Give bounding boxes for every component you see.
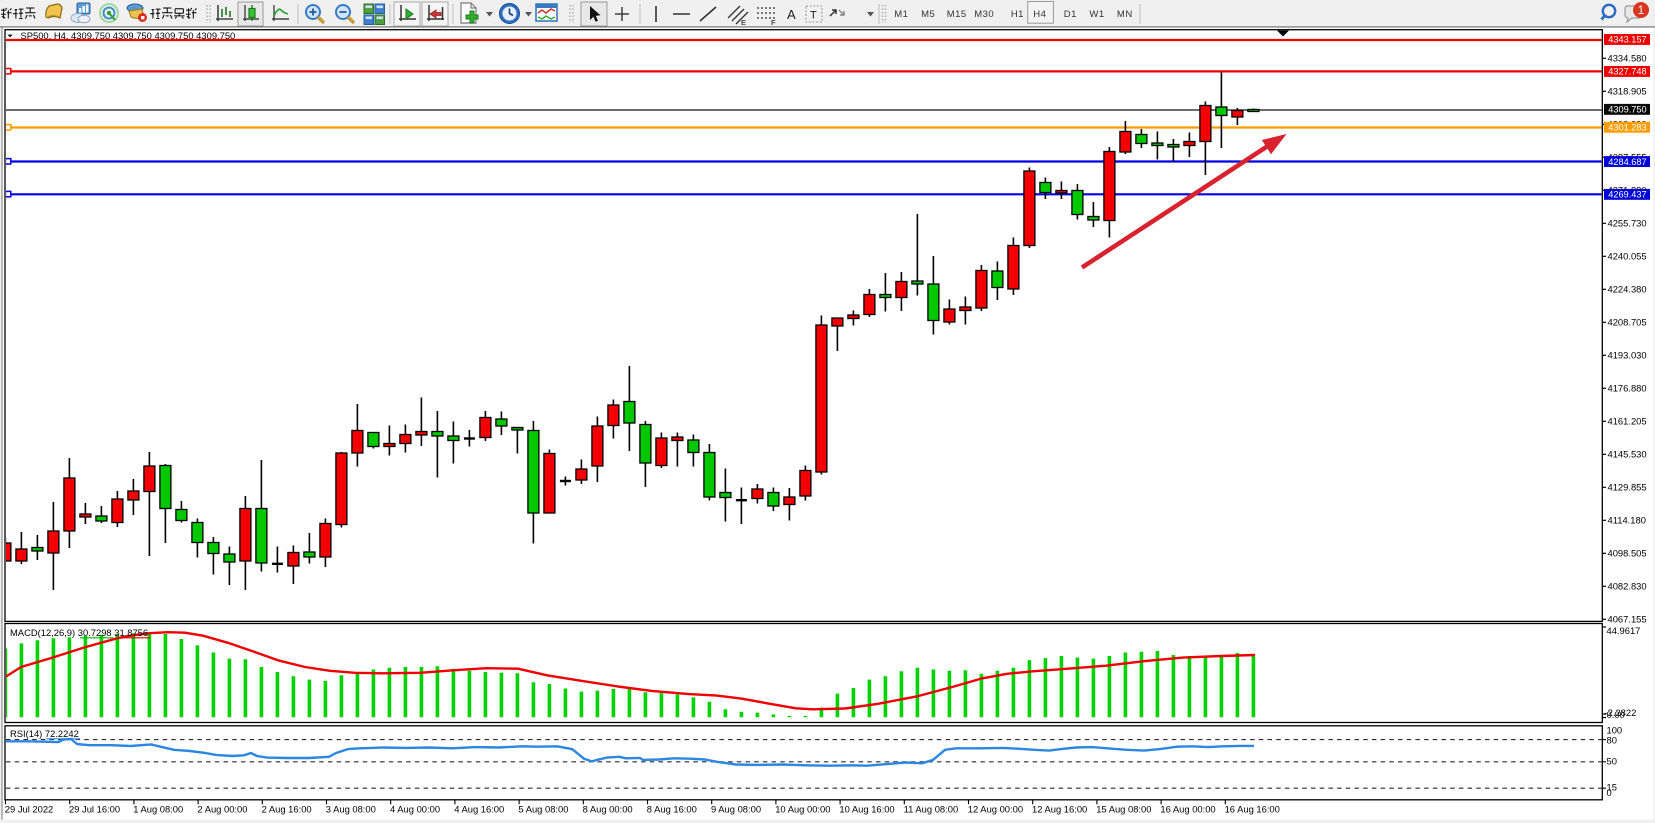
svg-text:1 Aug 08:00: 1 Aug 08:00	[133, 804, 183, 815]
svg-text:RSI(14) 72.2242: RSI(14) 72.2242	[10, 728, 79, 739]
svg-text:12 Aug 00:00: 12 Aug 00:00	[968, 804, 1023, 815]
svg-text:T: T	[810, 10, 817, 22]
svg-text:4301.283: 4301.283	[1608, 123, 1646, 133]
svg-text:15: 15	[1607, 782, 1617, 793]
svg-text:4 Aug 00:00: 4 Aug 00:00	[390, 804, 440, 815]
svg-text:E: E	[741, 18, 746, 27]
svg-text:4284.687: 4284.687	[1608, 157, 1646, 167]
svg-text:M15: M15	[947, 9, 967, 20]
svg-text:M30: M30	[974, 9, 994, 20]
svg-text:100: 100	[1607, 724, 1623, 735]
svg-text:4269.437: 4269.437	[1608, 190, 1646, 200]
svg-text:44.9617: 44.9617	[1607, 625, 1641, 636]
svg-text:4255.730: 4255.730	[1608, 218, 1647, 229]
svg-text:29 Jul 16:00: 29 Jul 16:00	[69, 804, 120, 815]
svg-text:4 Aug 16:00: 4 Aug 16:00	[454, 804, 504, 815]
svg-text:4114.180: 4114.180	[1608, 515, 1646, 526]
svg-text:80: 80	[1607, 734, 1617, 745]
svg-text:5 Aug 08:00: 5 Aug 08:00	[518, 804, 568, 815]
svg-text:MACD(12,26,9) 30.7298 31.8756: MACD(12,26,9) 30.7298 31.8756	[10, 627, 148, 638]
svg-text:8 Aug 16:00: 8 Aug 16:00	[647, 804, 697, 815]
svg-text:2 Aug 16:00: 2 Aug 16:00	[262, 804, 312, 815]
svg-text:4145.530: 4145.530	[1608, 449, 1647, 460]
svg-text:16 Aug 00:00: 16 Aug 00:00	[1160, 804, 1215, 815]
svg-text:10 Aug 00:00: 10 Aug 00:00	[775, 804, 830, 815]
svg-text:H1: H1	[1011, 9, 1024, 20]
svg-text:15 Aug 08:00: 15 Aug 08:00	[1096, 804, 1151, 815]
svg-text:3 Aug 08:00: 3 Aug 08:00	[326, 804, 376, 815]
svg-text:4240.055: 4240.055	[1608, 251, 1647, 262]
svg-text:M1: M1	[894, 9, 908, 20]
svg-text:4129.855: 4129.855	[1608, 482, 1647, 493]
svg-text:16 Aug 16:00: 16 Aug 16:00	[1225, 804, 1280, 815]
svg-text:4309.750: 4309.750	[1608, 105, 1646, 115]
svg-text:SP500, H4, 4309.750 4309.750 4: SP500, H4, 4309.750 4309.750 4309.750 43…	[21, 30, 236, 41]
svg-text:A: A	[787, 7, 796, 22]
svg-text:2 Aug 00:00: 2 Aug 00:00	[197, 804, 247, 815]
svg-text:D1: D1	[1064, 9, 1077, 20]
svg-text:4161.205: 4161.205	[1608, 416, 1647, 427]
svg-text:4343.157: 4343.157	[1608, 35, 1646, 45]
svg-text:MN: MN	[1117, 9, 1133, 20]
svg-text:8 Aug 00:00: 8 Aug 00:00	[583, 804, 633, 815]
svg-text:50: 50	[1607, 756, 1617, 767]
svg-text:4327.748: 4327.748	[1608, 67, 1646, 77]
svg-text:0: 0	[1607, 787, 1612, 798]
svg-text:12 Aug 16:00: 12 Aug 16:00	[1032, 804, 1087, 815]
svg-text:1: 1	[1638, 5, 1644, 17]
svg-text:4098.505: 4098.505	[1608, 548, 1647, 559]
svg-text:M5: M5	[921, 9, 935, 20]
svg-text:10 Aug 16:00: 10 Aug 16:00	[839, 804, 894, 815]
svg-text:H4: H4	[1033, 9, 1046, 20]
svg-text:4224.380: 4224.380	[1608, 284, 1647, 295]
svg-text:4176.880: 4176.880	[1608, 383, 1647, 394]
svg-text:4208.705: 4208.705	[1608, 317, 1647, 328]
svg-text:4334.580: 4334.580	[1608, 53, 1647, 64]
svg-text:4193.030: 4193.030	[1608, 350, 1647, 361]
svg-text:W1: W1	[1089, 9, 1104, 20]
svg-text:11 Aug 08:00: 11 Aug 08:00	[904, 804, 959, 815]
svg-text:0.00: 0.00	[1607, 709, 1625, 720]
svg-text:29 Jul 2022: 29 Jul 2022	[5, 804, 53, 815]
svg-text:9 Aug 08:00: 9 Aug 08:00	[711, 804, 761, 815]
svg-text:4067.155: 4067.155	[1608, 614, 1647, 625]
svg-text:4318.905: 4318.905	[1608, 86, 1647, 97]
svg-text:-2.2822: -2.2822	[1605, 707, 1637, 718]
svg-text:4082.830: 4082.830	[1608, 581, 1647, 592]
svg-text:F: F	[771, 18, 776, 27]
